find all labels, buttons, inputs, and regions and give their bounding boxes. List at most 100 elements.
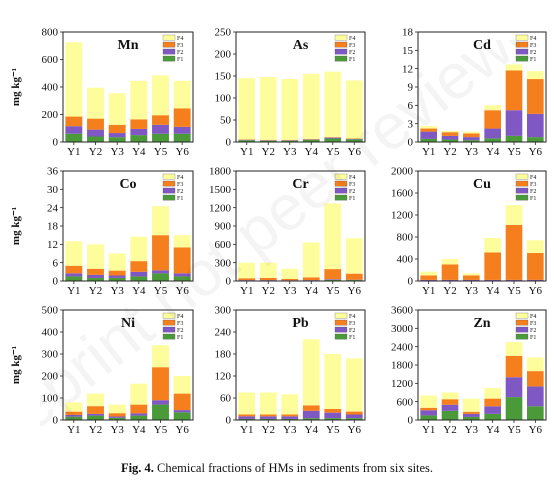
panel-cu: Y1 Y2 Y3 Y4 Y5 Y6 0 400 800 1200 1600 2000 Cu F4F3F2F… xyxy=(391,166,547,297)
x-tick-label: Y3 xyxy=(110,285,124,297)
bar-as-y1-f4 xyxy=(238,78,256,140)
y-tick-label: 1800 xyxy=(391,360,414,372)
bar-pb-y4-f2 xyxy=(302,410,320,419)
legend-swatch-f3 xyxy=(334,41,348,48)
bar-as-y3-f1 xyxy=(281,140,299,142)
y-tick-label: 400 xyxy=(397,254,414,266)
bar-cr-y4-f4 xyxy=(302,242,320,278)
bar-ni-y3-f1 xyxy=(108,417,126,420)
y-axis-label: mg kg⁻¹ xyxy=(10,346,22,384)
legend-label-f4: F4 xyxy=(530,314,536,320)
bar-mn-y3-f3 xyxy=(108,124,126,134)
legend-label-f3: F3 xyxy=(349,43,355,49)
bar-zn-y4-f2 xyxy=(484,406,501,414)
legend-label-f4: F4 xyxy=(349,36,355,42)
y-tick-label: 12 xyxy=(402,63,413,75)
y-tick-label: 0 xyxy=(408,276,414,288)
y-tick-label: 50 xyxy=(220,115,232,127)
y-tick-label: 2000 xyxy=(391,166,414,178)
bar-cd-y5-f3 xyxy=(505,70,523,111)
bar-pb-y6-f2 xyxy=(345,414,363,419)
bar-cu-y1-f4 xyxy=(420,271,437,276)
y-tick-label: 900 xyxy=(215,221,232,233)
panel-title: Cr xyxy=(292,177,308,192)
y-tick-label: 2400 xyxy=(391,341,414,353)
x-tick-label: Y6 xyxy=(175,424,189,436)
bar-co-y2-f4 xyxy=(87,244,104,269)
bar-as-y6-f1 xyxy=(345,139,363,142)
bar-pb-y6-f3 xyxy=(345,411,363,415)
legend-label-f3: F3 xyxy=(177,182,183,188)
x-tick-label: Y1 xyxy=(67,285,80,297)
legend-swatch-f1 xyxy=(162,333,176,340)
x-tick-label: Y5 xyxy=(326,285,340,297)
legend-swatch-f2 xyxy=(334,48,348,55)
legend-label-f1: F1 xyxy=(177,196,183,202)
y-tick-label: 0 xyxy=(226,415,232,427)
y-tick-label: 1200 xyxy=(209,202,232,214)
bar-mn-y4-f3 xyxy=(130,119,148,129)
bar-cr-y5-f1 xyxy=(324,279,342,281)
bar-cr-y2-f4 xyxy=(259,262,277,278)
legend-swatch-f1 xyxy=(162,194,176,201)
y-tick-label: 250 xyxy=(215,27,232,39)
x-tick-label: Y6 xyxy=(175,146,189,158)
y-tick-label: 1200 xyxy=(391,210,414,222)
legend-swatch-f4 xyxy=(515,312,529,319)
bar-cd-y3-f4 xyxy=(463,131,480,134)
legend-swatch-f3 xyxy=(334,180,348,187)
bar-cd-y1-f4 xyxy=(420,126,437,129)
bar-pb-y4-f4 xyxy=(302,339,320,406)
x-tick-label: Y1 xyxy=(67,424,80,436)
bar-cu-y2-f2 xyxy=(441,279,459,281)
x-tick-label: Y6 xyxy=(348,146,362,158)
y-tick-label: 15 xyxy=(402,45,414,57)
bar-ni-y3-f3 xyxy=(108,413,126,417)
bar-co-y6-f3 xyxy=(173,247,191,274)
x-tick-label: Y6 xyxy=(348,285,362,297)
legend-swatch-f1 xyxy=(515,333,529,340)
bar-mn-y3-f2 xyxy=(108,133,126,138)
x-tick-label: Y6 xyxy=(529,285,543,297)
bar-co-y1-f3 xyxy=(65,265,83,274)
panel-title: Co xyxy=(119,177,136,192)
bar-co-y4-f1 xyxy=(130,276,148,281)
bar-ni-y2-f2 xyxy=(87,413,104,416)
y-axis-label: mg kg⁻¹ xyxy=(10,68,22,106)
bar-ni-y2-f1 xyxy=(87,415,104,420)
x-tick-label: Y3 xyxy=(283,285,297,297)
y-tick-label: 18 xyxy=(47,221,59,233)
bar-cu-y5-f2 xyxy=(505,279,523,281)
bar-zn-y6-f2 xyxy=(527,386,544,407)
y-tick-label: 100 xyxy=(42,393,59,405)
bar-cd-y5-f4 xyxy=(505,64,523,71)
bar-cr-y6-f4 xyxy=(345,238,363,274)
panel-title: Pb xyxy=(292,316,309,331)
legend-label-f1: F1 xyxy=(349,335,355,341)
bar-ni-y1-f4 xyxy=(65,402,83,412)
bar-mn-y4-f1 xyxy=(130,135,148,143)
bar-pb-y3-f2 xyxy=(281,416,299,419)
bar-cd-y5-f1 xyxy=(505,135,523,142)
plot-frame xyxy=(417,170,547,282)
bar-pb-y4-f3 xyxy=(302,405,320,411)
panel-title: Ni xyxy=(121,316,135,331)
x-tick-label: Y6 xyxy=(175,285,189,297)
bar-cd-y1-f2 xyxy=(420,131,437,139)
bar-zn-y5-f3 xyxy=(505,355,523,378)
legend-label-f4: F4 xyxy=(530,36,536,42)
bar-cu-y3-f4 xyxy=(463,273,480,276)
bar-co-y5-f4 xyxy=(152,206,169,236)
legend-swatch-f3 xyxy=(515,41,529,48)
legend-label-f3: F3 xyxy=(177,321,183,327)
bar-ni-y4-f1 xyxy=(130,415,148,420)
legend-swatch-f1 xyxy=(162,55,176,62)
legend-swatch-f2 xyxy=(162,48,176,55)
bar-mn-y2-f3 xyxy=(87,118,104,130)
legend-label-f3: F3 xyxy=(530,182,536,188)
bar-as-y4-f1 xyxy=(302,139,320,142)
